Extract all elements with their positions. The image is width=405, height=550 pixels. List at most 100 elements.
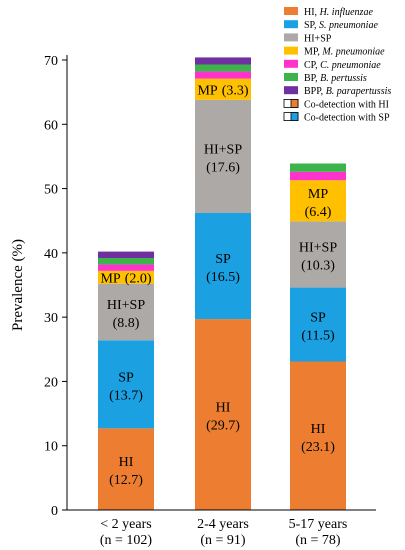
bar-stack: HI (23.1) SP (11.5) HI+SP (10.3) MP (6.4) <box>290 163 346 510</box>
bar-stack: HI (29.7) SP (16.5) HI+SP (17.6) MP (3.3) <box>195 57 251 510</box>
y-axis: 0 10 20 30 40 50 60 70 Prevalence (%) <box>10 54 68 519</box>
legend-label: BPP, B. parapertussis <box>304 86 391 97</box>
segment-value: (13.7) <box>109 388 143 403</box>
legend-species: H. influenzae <box>319 7 374 18</box>
y-tick-label: 40 <box>44 247 58 262</box>
bar-segment <box>290 361 346 510</box>
y-tick-label: 10 <box>44 440 58 455</box>
legend-label: MP, M. pneumoniae <box>304 47 385 58</box>
segment-label: MP (3.3) <box>197 83 248 98</box>
legend-abbr: BP, <box>304 73 320 84</box>
segment-value: (17.6) <box>206 160 240 175</box>
segment-name: HI <box>119 455 134 470</box>
y-tick-label: 60 <box>44 118 58 133</box>
bar-segment <box>290 163 346 172</box>
bar-segment <box>290 287 346 362</box>
legend-item: HI+SP <box>284 33 332 44</box>
bar-segment <box>290 180 346 222</box>
legend-item: SP, S. pneumoniae <box>284 20 378 31</box>
legend-item: Co-detection with SP <box>283 112 390 124</box>
y-tick-label: 30 <box>44 311 58 326</box>
segment-name: HI <box>311 422 326 437</box>
segment-name: HI+SP <box>299 240 337 255</box>
bar-segment <box>98 270 154 284</box>
segment-value: (23.1) <box>301 440 335 455</box>
bar-segment <box>195 213 251 320</box>
bar-segment <box>290 171 346 181</box>
segment-name: HI+SP <box>204 142 242 157</box>
legend-swatch <box>284 73 298 81</box>
legend-label: BP, B. pertussis <box>304 73 367 84</box>
segment-name: SP <box>215 252 231 267</box>
legend-swatch <box>284 7 298 15</box>
bar-segment <box>98 340 154 429</box>
legend-item: MP, M. pneumoniae <box>284 46 385 58</box>
legend-swatch-fill <box>290 99 299 108</box>
bar-segment <box>98 258 154 265</box>
y-tick-label: 0 <box>51 504 58 519</box>
legend-abbr: Co-detection with SP <box>304 113 390 124</box>
legend-swatch-fill <box>290 112 299 121</box>
legend-item: CP, C. pneumoniae <box>284 59 381 71</box>
legend-species: B. pertussis <box>320 73 367 84</box>
x-category-label: 5-17 years <box>289 517 348 532</box>
y-tick-label: 50 <box>44 183 58 198</box>
y-tick-label: 20 <box>44 375 58 390</box>
legend-swatch <box>284 46 298 55</box>
segment-name: HI+SP <box>107 298 145 313</box>
segment-value: (6.4) <box>305 205 332 220</box>
x-category-n: (n = 91) <box>200 533 246 548</box>
bar-segment <box>195 64 251 72</box>
segment-name: SP <box>310 311 326 326</box>
bar-segment <box>98 428 154 510</box>
legend-abbr: SP, <box>304 20 319 31</box>
bar-segment <box>98 283 154 341</box>
segment-value: (10.3) <box>301 258 335 273</box>
y-axis-label: Prevalence (%) <box>10 239 26 331</box>
segment-value: (12.7) <box>109 473 143 488</box>
legend-label: SP, S. pneumoniae <box>304 20 378 31</box>
segment-value: (3.3) <box>222 83 249 98</box>
x-category-n: (n = 102) <box>100 533 153 548</box>
segment-value: (29.7) <box>206 419 240 434</box>
bar-stack: HI (12.7) SP (13.7) HI+SP (8.8) MP (2.0) <box>98 251 154 510</box>
legend-item: Co-detection with HI <box>283 99 389 110</box>
legend-abbr: CP, <box>304 60 320 71</box>
legend-species: S. pneumoniae <box>319 20 378 31</box>
legend-abbr: BPP, <box>304 86 326 97</box>
legend-species: C. pneumoniae <box>320 60 381 71</box>
x-category-label: < 2 years <box>100 517 151 532</box>
segment-value: (16.5) <box>206 270 240 285</box>
x-axis: < 2 years(n = 102) 2-4 years(n = 91) 5-17 … <box>67 509 376 548</box>
legend-item: BP, B. pertussis <box>284 73 367 84</box>
bar-segment <box>195 99 251 213</box>
segment-value: (8.8) <box>113 316 140 331</box>
legend-label: HI+SP <box>304 33 332 44</box>
bars: HI (12.7) SP (13.7) HI+SP (8.8) MP (2.0) HI (29.7… <box>98 57 346 510</box>
segment-name: SP <box>118 370 134 385</box>
bar-segment <box>290 221 346 288</box>
x-category-label: 2-4 years <box>197 517 249 532</box>
bar-segment <box>98 264 154 271</box>
bar-segment <box>98 251 154 258</box>
y-tick-label: 70 <box>44 54 58 69</box>
legend-swatch <box>284 20 298 29</box>
legend-abbr: Co-detection with HI <box>304 99 389 110</box>
legend-swatch <box>284 86 298 95</box>
legend-species: M. pneumoniae <box>321 47 385 58</box>
legend-label: HI, H. influenzae <box>304 7 373 18</box>
segment-label: MP (2.0) <box>100 271 151 286</box>
legend-label: CP, C. pneumoniae <box>304 60 381 71</box>
legend-swatch <box>284 59 298 68</box>
legend-item: HI, H. influenzae <box>284 7 373 18</box>
segment-name: MP <box>308 187 328 202</box>
legend-abbr: HI, <box>304 7 320 18</box>
legend-swatch <box>284 33 298 42</box>
segment-value: (2.0) <box>125 271 152 286</box>
bar-segment <box>195 319 251 510</box>
legend-item: BPP, B. parapertussis <box>284 86 391 97</box>
legend-abbr: HI+SP <box>304 33 332 44</box>
legend-species: B. parapertussis <box>326 86 392 97</box>
